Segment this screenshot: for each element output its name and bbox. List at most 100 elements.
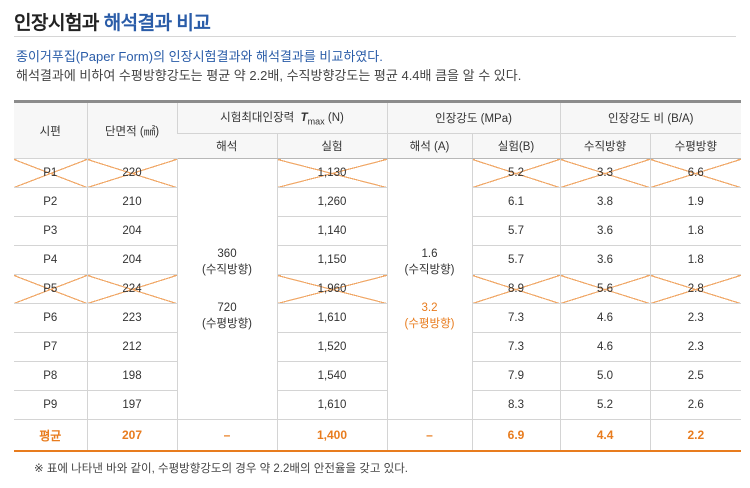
cell-area: 210 xyxy=(86,187,177,217)
cell-specimen: P6 xyxy=(14,303,87,333)
table-row: P9 197 1,610 8.3 5.2 2.6 xyxy=(14,390,742,420)
cell-area: 212 xyxy=(86,332,177,362)
average-ratio-horizontal: 2.2 xyxy=(649,419,742,452)
table-row: P1 220 360 (수직방향) 720 (수평방향) 1,130 1.6 (… xyxy=(14,158,742,420)
table-row: P7 212 1,520 7.3 4.6 2.3 xyxy=(14,332,742,362)
table-row: P4 204 1,150 5.7 3.6 1.8 xyxy=(14,245,742,275)
comparison-table: 시편 단면적 (㎟) 시험최대인장력 Tmax (N) 인장강도 (MPa) 인… xyxy=(14,100,742,452)
header-analysis: 해석 xyxy=(177,133,277,159)
cell-test-strength: 6.1 xyxy=(471,187,561,217)
cell-test-strength: 5.7 xyxy=(471,216,561,246)
header-test-b: 실험(B) xyxy=(471,133,561,159)
cell-ratio-horizontal: 1.8 xyxy=(649,216,742,246)
average-analysis-load: – xyxy=(176,419,277,452)
table-row: P3 204 1,140 5.7 3.6 1.8 xyxy=(14,216,742,246)
analysis-strength-horizontal-value: 3.2 xyxy=(421,302,438,314)
cell-test-strength: 5.2 xyxy=(471,158,561,188)
analysis-load-vertical-label: (수직방향) xyxy=(202,264,252,276)
cell-test-load: 1,520 xyxy=(276,332,388,362)
cell-test-load: 1,610 xyxy=(276,390,388,420)
page-title-part2: 해석결과 비교 xyxy=(103,13,211,34)
cell-ratio-vertical: 3.6 xyxy=(559,216,651,246)
analysis-load-horizontal-value: 720 xyxy=(217,302,237,314)
header-horizontal: 수평방향 xyxy=(649,133,742,159)
cell-test-strength: 7.9 xyxy=(471,361,561,391)
cell-specimen: P7 xyxy=(14,332,87,362)
average-test-strength: 6.9 xyxy=(471,419,561,452)
cell-analysis-strength-merged: 1.6 (수직방향) 3.2 (수평방향) xyxy=(386,158,473,420)
cell-ratio-vertical: 5.2 xyxy=(559,390,651,420)
average-row: 평균 207 – 1,400 – 6.9 4.4 2.2 xyxy=(14,419,742,452)
cell-specimen: P8 xyxy=(14,361,87,391)
table-row: P8 198 1,540 7.9 5.0 2.5 xyxy=(14,361,742,391)
header-specimen: 시편 xyxy=(14,100,87,159)
cell-ratio-vertical: 3.8 xyxy=(559,187,651,217)
average-area: 207 xyxy=(86,419,177,452)
average-label: 평균 xyxy=(14,419,87,452)
header-vertical: 수직방향 xyxy=(559,133,651,159)
cell-test-load: 1,130 xyxy=(276,158,388,188)
cell-specimen: P9 xyxy=(14,390,87,420)
cell-area: 198 xyxy=(86,361,177,391)
cell-ratio-vertical: 4.6 xyxy=(559,332,651,362)
cell-test-strength: 5.7 xyxy=(471,245,561,275)
cell-ratio-horizontal: 1.9 xyxy=(649,187,742,217)
cell-area: 197 xyxy=(86,390,177,420)
footnote: ※ 표에 나타낸 바와 같이, 수평방향강도의 경우 약 2.2배의 안전율을 … xyxy=(34,463,408,475)
cell-test-strength: 8.3 xyxy=(471,390,561,420)
average-analysis-strength: – xyxy=(386,419,473,452)
cell-ratio-vertical: 5.0 xyxy=(559,361,651,391)
cell-test-load: 1,960 xyxy=(276,274,388,304)
cell-ratio-vertical: 5.6 xyxy=(559,274,651,304)
analysis-strength-horizontal-label: (수평방향) xyxy=(404,318,455,330)
cell-area: 204 xyxy=(86,245,177,275)
cell-ratio-horizontal: 1.8 xyxy=(649,245,742,275)
cell-specimen: P5 xyxy=(14,274,87,304)
header-strength: 인장강도 (MPa) xyxy=(386,100,561,134)
analysis-load-vertical-value: 360 xyxy=(217,248,237,260)
intro-line-1: 종이거푸집(Paper Form)의 인장시험결과와 해석결과를 비교하였다. xyxy=(16,49,383,64)
analysis-strength-vertical-label: (수직방향) xyxy=(404,264,455,276)
header-max-load-symbol: Tmax xyxy=(300,112,325,127)
cell-test-load: 1,540 xyxy=(276,361,388,391)
cell-specimen: P2 xyxy=(14,187,87,217)
cell-ratio-horizontal: 2.3 xyxy=(649,332,742,362)
header-max-load-prefix: 시험최대인장력 xyxy=(220,112,295,125)
cell-test-strength: 7.3 xyxy=(471,332,561,362)
average-test-load: 1,400 xyxy=(276,419,388,452)
cell-ratio-horizontal: 2.8 xyxy=(649,274,742,304)
header-area: 단면적 (㎟) xyxy=(86,100,177,159)
average-ratio-vertical: 4.4 xyxy=(559,419,651,452)
cell-ratio-horizontal: 2.5 xyxy=(649,361,742,391)
cell-test-load: 1,260 xyxy=(276,187,388,217)
cell-analysis-load-merged: 360 (수직방향) 720 (수평방향) xyxy=(176,158,277,420)
cell-specimen: P3 xyxy=(14,216,87,246)
cell-ratio-horizontal: 2.3 xyxy=(649,303,742,333)
cell-ratio-vertical: 3.6 xyxy=(559,245,651,275)
cell-test-load: 1,150 xyxy=(276,245,388,275)
cell-specimen: P4 xyxy=(14,245,87,275)
cell-test-strength: 8.9 xyxy=(471,274,561,304)
cell-specimen: P1 xyxy=(14,158,87,188)
cell-ratio-horizontal: 2.6 xyxy=(649,390,742,420)
header-max-load: 시험최대인장력 Tmax (N) xyxy=(176,100,388,134)
cell-area: 223 xyxy=(86,303,177,333)
page-title: 인장시험과 해석결과 비교 xyxy=(14,8,211,35)
page-title-part1: 인장시험과 xyxy=(14,13,99,34)
cell-ratio-vertical: 4.6 xyxy=(559,303,651,333)
analysis-load-horizontal-label: (수평방향) xyxy=(202,318,252,330)
table-row: P2 210 1,260 6.1 3.8 1.9 xyxy=(14,187,742,217)
cell-test-load: 1,140 xyxy=(276,216,388,246)
title-divider xyxy=(14,36,736,37)
table-row: P5 224 1,960 8.9 5.6 2.8 xyxy=(14,274,742,304)
analysis-strength-vertical-value: 1.6 xyxy=(421,248,438,260)
table-row: P6 223 1,610 7.3 4.6 2.3 xyxy=(14,303,742,333)
cell-area: 224 xyxy=(86,274,177,304)
cell-ratio-horizontal: 6.6 xyxy=(649,158,742,188)
cell-area: 204 xyxy=(86,216,177,246)
cell-ratio-vertical: 3.3 xyxy=(559,158,651,188)
cell-area: 220 xyxy=(86,158,177,188)
cell-test-load: 1,610 xyxy=(276,303,388,333)
header-ratio: 인장강도 비 (B/A) xyxy=(559,100,742,134)
cell-test-strength: 7.3 xyxy=(471,303,561,333)
